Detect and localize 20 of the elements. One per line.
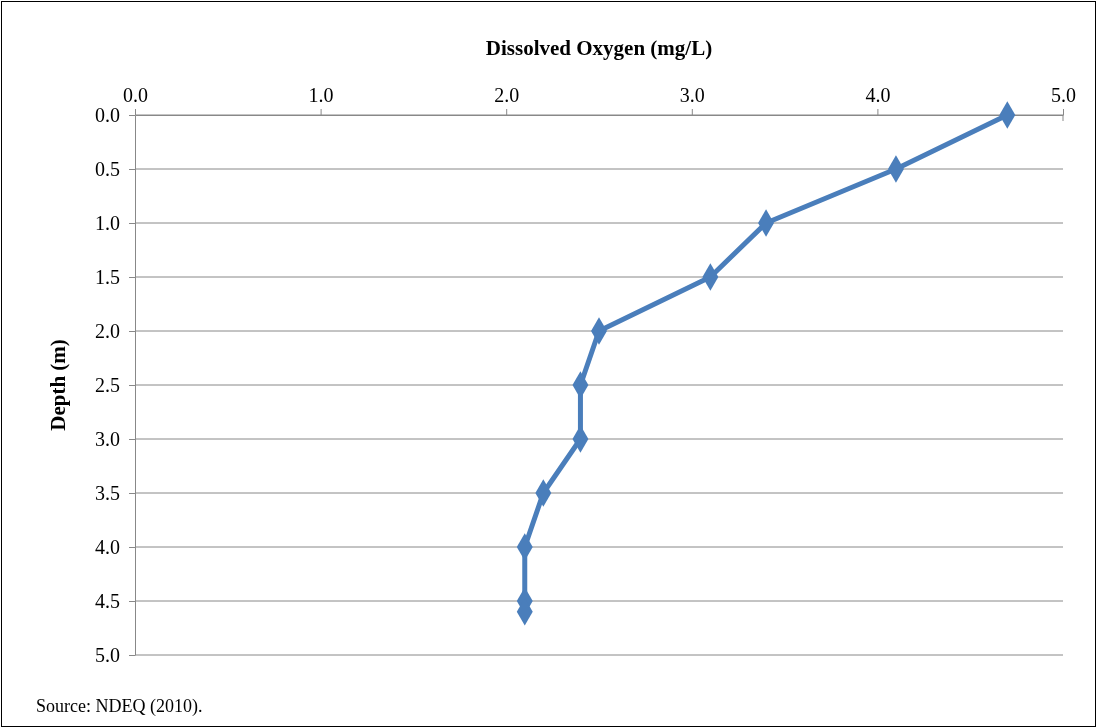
x-tick-label: 2.0 <box>494 84 520 106</box>
y-tick-label: 0.5 <box>95 157 120 180</box>
x-tick-label: 4.0 <box>865 84 891 106</box>
x-tick-label: 0.0 <box>123 84 148 106</box>
y-tick-label: 4.0 <box>95 535 120 558</box>
y-tick-label: 3.5 <box>95 481 120 504</box>
y-axis-title: Depth (m) <box>46 339 70 431</box>
y-tick-label: 0.0 <box>95 103 120 126</box>
y-tick-label: 2.0 <box>95 319 120 342</box>
y-tick-label: 2.5 <box>95 373 120 396</box>
y-tick-label: 1.0 <box>95 211 120 234</box>
y-tick-label: 5.0 <box>95 643 120 666</box>
y-tick-label: 4.5 <box>95 589 120 612</box>
source-note: Source: NDEQ (2010). <box>36 696 203 717</box>
x-tick-label: 3.0 <box>679 84 705 106</box>
y-tick-label: 3.0 <box>95 427 120 450</box>
y-tick-label: 1.5 <box>95 265 120 288</box>
x-tick-label: 5.0 <box>1051 84 1076 106</box>
x-axis-title: Dissolved Oxygen (mg/L) <box>485 36 713 60</box>
x-tick-label: 1.0 <box>308 84 334 106</box>
